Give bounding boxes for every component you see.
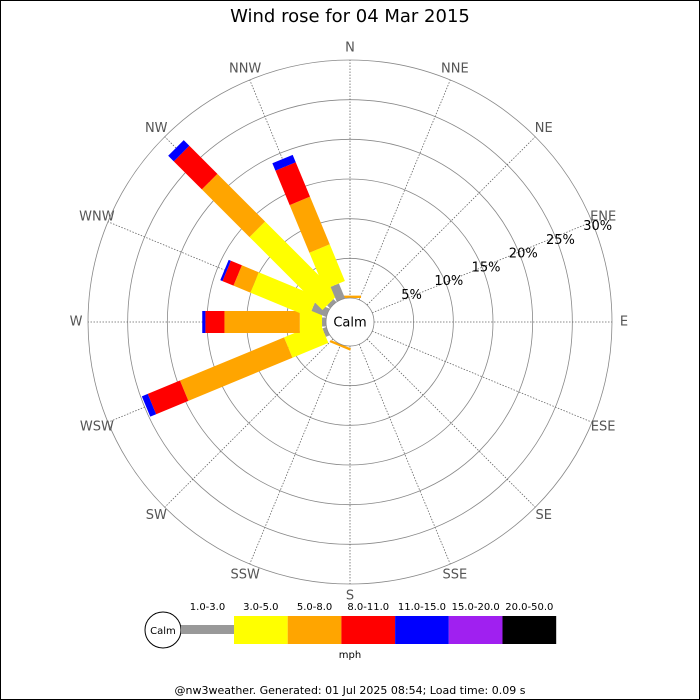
rose-segment — [250, 272, 318, 317]
legend-label: 1.0-3.0 — [190, 602, 225, 613]
legend-swatch — [502, 616, 557, 644]
legend-label: 11.0-15.0 — [398, 602, 446, 613]
grid-ring — [166, 138, 534, 506]
spoke — [372, 221, 593, 314]
direction-label: NW — [145, 121, 168, 136]
spoke — [366, 136, 536, 306]
chart-title: Wind rose for 04 Mar 2015 — [230, 6, 470, 27]
legend-swatch — [287, 616, 342, 644]
rose-segment — [289, 196, 330, 253]
rose-segment — [330, 283, 345, 302]
legend-label: 15.0-20.0 — [452, 602, 500, 613]
direction-label: N — [345, 41, 355, 56]
direction-label: E — [620, 315, 628, 330]
direction-label: NE — [535, 121, 553, 136]
spoke — [366, 338, 536, 508]
footer: @nw3weather. Generated: 01 Jul 2025 08:5… — [175, 684, 526, 697]
direction-label: ESE — [591, 419, 616, 434]
direction-label: ENE — [590, 210, 616, 225]
unit-label: mph — [339, 650, 361, 661]
legend-swatch — [395, 616, 449, 644]
rose-segment — [275, 162, 310, 206]
rose-segment — [309, 244, 345, 290]
spoke — [358, 344, 451, 565]
direction-label: WSW — [80, 419, 114, 434]
rose-segment — [284, 322, 329, 358]
ring-label: 5% — [401, 288, 422, 303]
rose-segment — [147, 380, 189, 415]
ring-label: 20% — [509, 247, 538, 262]
rose-segment — [141, 393, 157, 417]
calm-circle — [325, 297, 375, 347]
ring-label: 30% — [583, 219, 612, 234]
legend-label: 8.0-11.0 — [347, 602, 389, 613]
direction-label: WNW — [79, 210, 115, 225]
rose-segment — [173, 145, 218, 190]
rose-segment — [322, 327, 330, 337]
rose-segment — [327, 299, 337, 309]
ring-label: 10% — [434, 274, 463, 289]
ring-label: 25% — [546, 233, 575, 248]
legend-calm-label: Calm — [150, 626, 176, 637]
rose-segment — [272, 154, 296, 171]
direction-label: NNW — [229, 61, 261, 76]
direction-label: W — [70, 315, 83, 330]
spoke — [358, 79, 451, 300]
ring-label: 15% — [472, 260, 501, 275]
direction-label: S — [346, 589, 354, 604]
direction-label: SE — [536, 508, 552, 523]
legend-swatch — [448, 616, 503, 644]
legend-label: 5.0-8.0 — [297, 602, 332, 613]
legend-label: 3.0-5.0 — [243, 602, 278, 613]
direction-label: SW — [146, 508, 167, 523]
legend-swatch — [234, 616, 288, 644]
spoke — [372, 330, 593, 423]
rose-segment — [168, 140, 190, 162]
rose-segment — [179, 337, 293, 401]
rose-segment — [222, 260, 242, 286]
rose-segment — [233, 265, 259, 293]
direction-label: NNE — [441, 61, 469, 76]
spoke — [249, 344, 342, 565]
spoke — [164, 338, 334, 508]
rose-segment — [201, 173, 266, 238]
calm-label: Calm — [333, 316, 366, 331]
legend-swatch — [181, 625, 234, 634]
legend-swatch — [341, 616, 396, 644]
direction-label: SSW — [230, 568, 260, 583]
rose-segment — [220, 259, 231, 282]
direction-label: SSE — [442, 568, 467, 583]
rose-segment — [311, 302, 330, 317]
legend-label: 20.0-50.0 — [505, 602, 553, 613]
rose-segment — [249, 221, 339, 311]
